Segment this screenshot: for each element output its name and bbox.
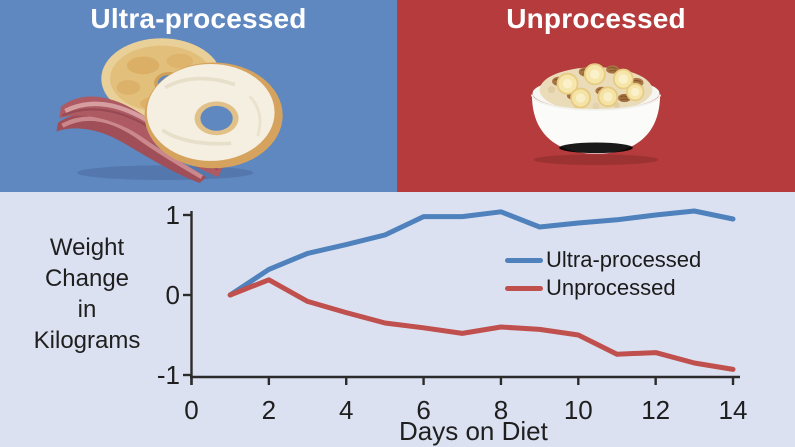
legend-swatch-unprocessed [505, 285, 543, 291]
x-tick-label: 10 [564, 395, 593, 425]
food-shadow [77, 165, 254, 180]
chart-legend: Ultra-processed Unprocessed [505, 246, 701, 302]
oatmeal-bowl-with-banana-and-walnuts-image [531, 63, 661, 166]
bagel-with-cream-cheese-and-bacon-image [56, 38, 283, 183]
panel-title-ultra-processed: Ultra-processed [90, 3, 307, 34]
banana-slices [556, 63, 645, 109]
series-line-ultra-processed [227, 208, 736, 298]
top-panels-row: Ultra-processed [0, 0, 795, 192]
bowl-shadow [533, 154, 659, 166]
cream-cheese-bagel-half [144, 62, 283, 169]
series-line-unprocessed [227, 277, 736, 372]
weight-change-chart: 0 2 4 6 8 10 12 14 1 0 -1 Weight Change in Kilogra… [0, 192, 795, 447]
y-tick-label: 0 [166, 280, 180, 310]
legend-swatch-ultra-processed [505, 257, 543, 263]
legend-item-ultra-processed: Ultra-processed [505, 246, 701, 274]
y-tick-label: -1 [157, 360, 180, 390]
x-axis-label: Days on Diet [399, 416, 548, 446]
panel-unprocessed: Unprocessed [397, 0, 795, 192]
x-tick-label: 14 [719, 395, 748, 425]
bowl-front [531, 94, 661, 154]
x-tick-label: 12 [641, 395, 670, 425]
x-tick-label: 4 [339, 395, 353, 425]
x-tick-label: 8 [494, 395, 508, 425]
y-tick-label: 1 [166, 200, 180, 230]
legend-item-unprocessed: Unprocessed [505, 274, 701, 302]
x-tick-label: 6 [416, 395, 430, 425]
panel-title-unprocessed: Unprocessed [506, 3, 686, 34]
x-tick-label: 0 [184, 395, 198, 425]
legend-label-ultra-processed: Ultra-processed [546, 247, 702, 272]
y-axis-label: Weight Change in Kilograms [33, 234, 141, 354]
legend-label-unprocessed: Unprocessed [546, 275, 676, 300]
panel-ultra-processed: Ultra-processed [0, 0, 397, 192]
x-tick-label: 2 [262, 395, 276, 425]
